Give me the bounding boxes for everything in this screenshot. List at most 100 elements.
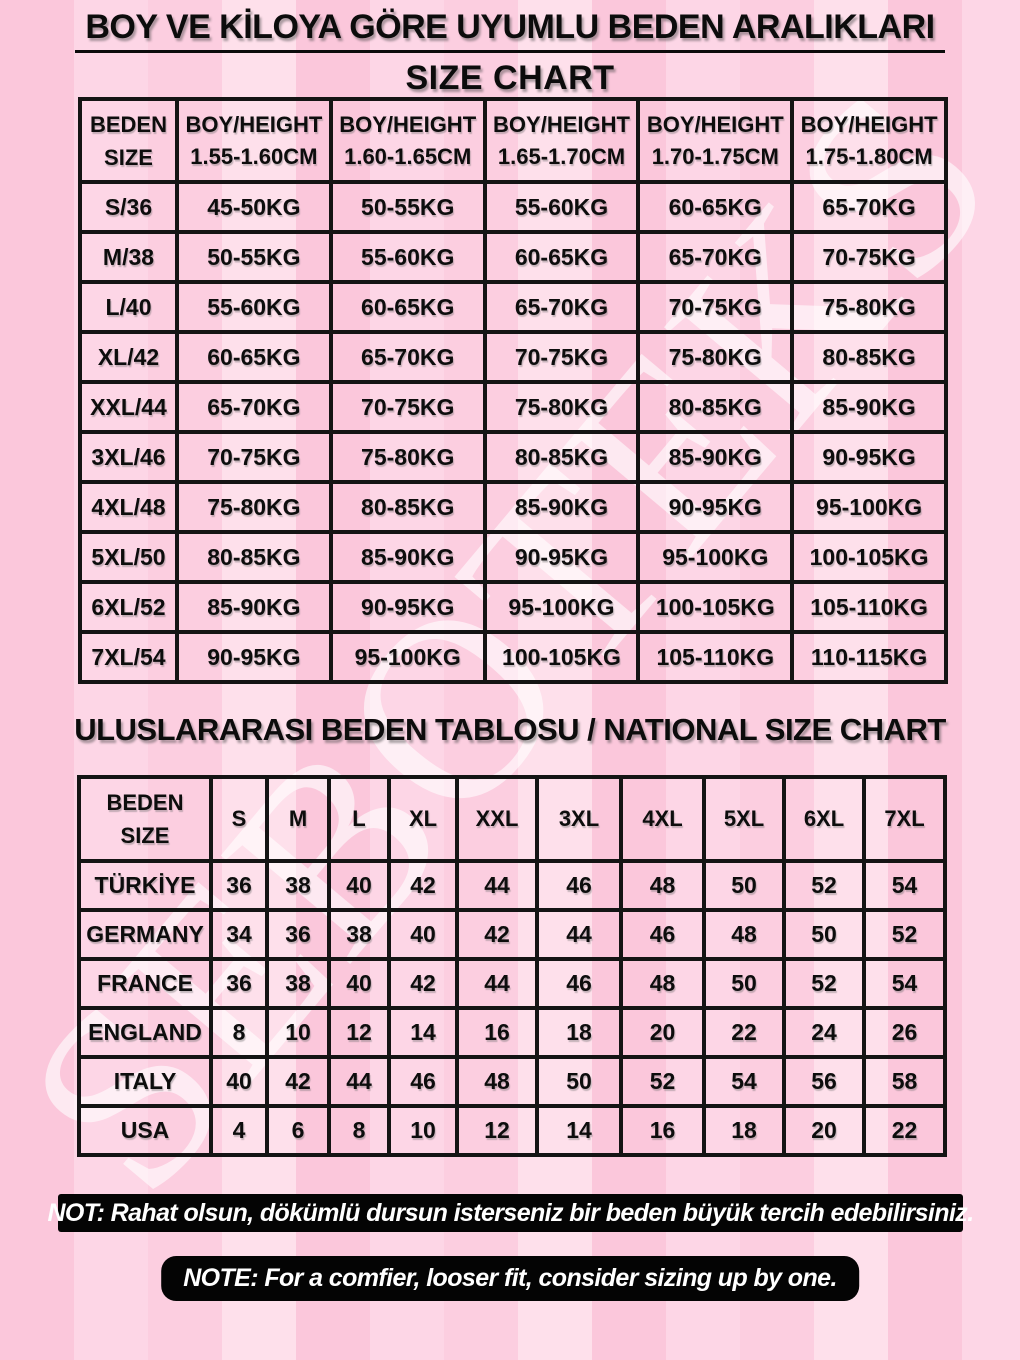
- size-value-cell: 48: [702, 908, 786, 961]
- weight-range-cell: 90-95KG: [790, 430, 948, 484]
- weight-range-cell: 95-100KG: [328, 630, 487, 684]
- size-column-header: 3XL: [535, 775, 623, 863]
- size-column-header: XL: [387, 775, 459, 863]
- size-value-cell: 8: [209, 1006, 269, 1059]
- height-weight-table-body: S/36 45-50KG 50-55KG 55-60KG 60-65KG 65-70KG M…: [78, 180, 948, 684]
- size-value-cell: 20: [619, 1006, 706, 1059]
- size-value-cell: 8: [327, 1104, 391, 1157]
- height-header-label: BOY/HEIGHT: [646, 111, 784, 137]
- page-header: BOY VE KİLOYA GÖRE UYUMLU BEDEN ARALIKLA…: [0, 8, 1020, 98]
- size-weight-row: 6XL/52 85-90KG 90-95KG 95-100KG 100-105KG 105…: [78, 580, 948, 634]
- size-label-cell: XXL/44: [78, 380, 179, 434]
- country-label-cell: TÜRKİYE: [77, 859, 213, 912]
- weight-range-cell: 65-70KG: [175, 380, 333, 434]
- weight-range-cell: 55-60KG: [175, 280, 333, 334]
- weight-range-cell: 60-65KG: [636, 180, 795, 234]
- height-header-label: BOY/HEIGHT: [493, 111, 630, 137]
- size-value-cell: 14: [387, 1006, 459, 1059]
- size-value-cell: 58: [862, 1055, 947, 1108]
- size-weight-row: L/40 55-60KG 60-65KG 65-70KG 70-75KG 75-80KG: [78, 280, 948, 334]
- weight-range-cell: 55-60KG: [482, 180, 641, 234]
- weight-range-cell: 95-100KG: [482, 580, 641, 634]
- size-value-cell: 10: [265, 1006, 331, 1059]
- size-value-cell: 46: [535, 859, 623, 912]
- size-value-cell: 44: [327, 1055, 391, 1108]
- weight-range-cell: 80-85KG: [482, 430, 641, 484]
- international-table-header: BEDEN SIZE S M L XL XXL 3XL 4XL 5XL 6XL 7XL: [77, 775, 947, 863]
- weight-range-cell: 65-70KG: [636, 230, 795, 284]
- size-value-cell: 40: [327, 859, 391, 912]
- size-value-cell: 50: [782, 908, 866, 961]
- size-value-cell: 40: [387, 908, 459, 961]
- height-weight-size-table: BEDEN SIZE BOY/HEIGHT 1.55-1.60CM BOY/HEIG…: [78, 97, 948, 684]
- size-value-cell: 52: [782, 957, 866, 1010]
- size-value-cell: 22: [702, 1006, 786, 1059]
- size-column-header: 5XL: [702, 775, 786, 863]
- weight-range-cell: 60-65KG: [482, 230, 641, 284]
- size-value-cell: 54: [862, 859, 947, 912]
- weight-range-cell: 65-70KG: [482, 280, 641, 334]
- size-value-cell: 36: [209, 957, 269, 1010]
- size-value-cell: 54: [862, 957, 947, 1010]
- size-value-cell: 14: [535, 1104, 623, 1157]
- weight-range-cell: 75-80KG: [175, 480, 333, 534]
- size-weight-row: 4XL/48 75-80KG 80-85KG 85-90KG 90-95KG 95-100…: [78, 480, 948, 534]
- page-title-turkish: BOY VE KİLOYA GÖRE UYUMLU BEDEN ARALIKLA…: [75, 8, 945, 53]
- height-header-label: BOY/HEIGHT: [185, 111, 323, 137]
- weight-range-cell: 90-95KG: [328, 580, 487, 634]
- weight-range-cell: 100-105KG: [482, 630, 641, 684]
- weight-range-cell: 90-95KG: [482, 530, 641, 584]
- size-weight-row: XXL/44 65-70KG 70-75KG 75-80KG 80-85KG 85-90K…: [78, 380, 948, 434]
- size-column-header: 6XL: [782, 775, 866, 863]
- size-value-cell: 34: [209, 908, 269, 961]
- size-value-cell: 40: [209, 1055, 269, 1108]
- size-value-cell: 12: [327, 1006, 391, 1059]
- weight-range-cell: 100-105KG: [790, 530, 948, 584]
- size-value-cell: 38: [265, 859, 331, 912]
- height-header-range: 1.75-1.80CM: [805, 143, 933, 169]
- country-size-row: USA 4 6 8 10 12 14 16 18 20 22: [77, 1104, 947, 1157]
- weight-range-cell: 65-70KG: [328, 330, 487, 384]
- country-label-cell: FRANCE: [77, 957, 213, 1010]
- weight-range-cell: 105-110KG: [636, 630, 795, 684]
- height-column-header: BOY/HEIGHT 1.70-1.75CM: [636, 97, 795, 184]
- corner-header-line1: BEDEN: [89, 111, 167, 137]
- size-column-header: M: [265, 775, 331, 863]
- weight-range-cell: 75-80KG: [328, 430, 487, 484]
- size-column-header: 7XL: [862, 775, 947, 863]
- english-note-text: NOTE: For a comfier, looser fit, conside…: [183, 1264, 837, 1292]
- size-value-cell: 42: [387, 859, 459, 912]
- weight-range-cell: 85-90KG: [328, 530, 487, 584]
- size-column-header: L: [327, 775, 391, 863]
- size-label-cell: XL/42: [78, 330, 179, 384]
- weight-range-cell: 85-90KG: [175, 580, 333, 634]
- height-column-header: BOY/HEIGHT 1.65-1.70CM: [482, 97, 641, 184]
- header-row: BEDEN SIZE S M L XL XXL 3XL 4XL 5XL 6XL 7XL: [77, 775, 947, 863]
- size-value-cell: 36: [209, 859, 269, 912]
- weight-range-cell: 70-75KG: [175, 430, 333, 484]
- size-value-cell: 50: [702, 957, 786, 1010]
- height-weight-table-header: BEDEN SIZE BOY/HEIGHT 1.55-1.60CM BOY/HEIG…: [78, 97, 948, 184]
- size-value-cell: 38: [327, 908, 391, 961]
- size-label-cell: S/36: [78, 180, 179, 234]
- height-header-range: 1.55-1.60CM: [190, 143, 318, 169]
- size-value-cell: 26: [862, 1006, 947, 1059]
- weight-range-cell: 50-55KG: [175, 230, 333, 284]
- size-column-header: S: [209, 775, 269, 863]
- corner-header-line1: BEDEN: [106, 790, 184, 815]
- size-weight-row: 7XL/54 90-95KG 95-100KG 100-105KG 105-110KG 1…: [78, 630, 948, 684]
- weight-range-cell: 100-105KG: [636, 580, 795, 634]
- size-value-cell: 38: [265, 957, 331, 1010]
- turkish-note-banner: NOT: Rahat olsun, dökümlü dursun isterse…: [47, 1194, 974, 1232]
- size-value-cell: 42: [387, 957, 459, 1010]
- size-value-cell: 52: [862, 908, 947, 961]
- height-column-header: BOY/HEIGHT 1.60-1.65CM: [328, 97, 487, 184]
- size-value-cell: 42: [265, 1055, 331, 1108]
- weight-range-cell: 60-65KG: [175, 330, 333, 384]
- size-weight-row: S/36 45-50KG 50-55KG 55-60KG 60-65KG 65-70KG: [78, 180, 948, 234]
- beden-size-corner-header: BEDEN SIZE: [78, 97, 179, 184]
- size-column-header: XXL: [455, 775, 539, 863]
- size-value-cell: 50: [535, 1055, 623, 1108]
